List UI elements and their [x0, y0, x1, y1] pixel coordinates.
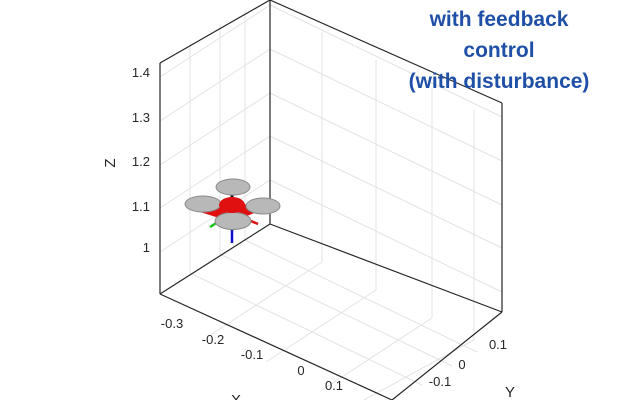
x-tick-label: 0.1 [325, 378, 343, 393]
y-tick-label: 0.1 [489, 337, 507, 352]
z-tick-label: 1.3 [132, 110, 150, 125]
quadrotor [184, 178, 281, 243]
caption-line: (with disturbance) [408, 70, 590, 93]
x-tick-label: -0.1 [241, 347, 263, 362]
plot-caption: with feedback control (with disturbance) [384, 4, 614, 97]
y-tick-label: 0 [458, 357, 465, 372]
z-axis: 1 1.1 1.2 1.3 1.4 Z [102, 65, 150, 255]
plot-grid [159, 4, 503, 400]
plot-axes-box [159, 0, 503, 400]
x-axis: -0.3 -0.2 -0.1 0 0.1 X [161, 316, 343, 400]
drone-body [219, 197, 245, 213]
y-axis: -0.1 0 0.1 Y [429, 337, 515, 400]
caption-line: control [463, 39, 535, 62]
z-axis-label: Z [102, 158, 119, 167]
rotor-disc [245, 197, 281, 215]
z-tick-label: 1 [143, 240, 150, 255]
x-tick-label: -0.3 [161, 316, 183, 331]
caption-line: with feedback [429, 8, 569, 31]
z-tick-label: 1.1 [132, 199, 150, 214]
rotor-disc [214, 212, 252, 230]
y-axis-label: Y [505, 384, 515, 400]
z-tick-label: 1.4 [132, 65, 150, 80]
rotor-disc [215, 178, 251, 196]
x-axis-label: X [231, 392, 241, 400]
rotor-disc [184, 195, 222, 213]
x-tick-label: 0 [297, 363, 304, 378]
x-tick-label: -0.2 [202, 332, 224, 347]
z-tick-label: 1.2 [132, 154, 150, 169]
y-tick-label: -0.1 [429, 374, 451, 389]
